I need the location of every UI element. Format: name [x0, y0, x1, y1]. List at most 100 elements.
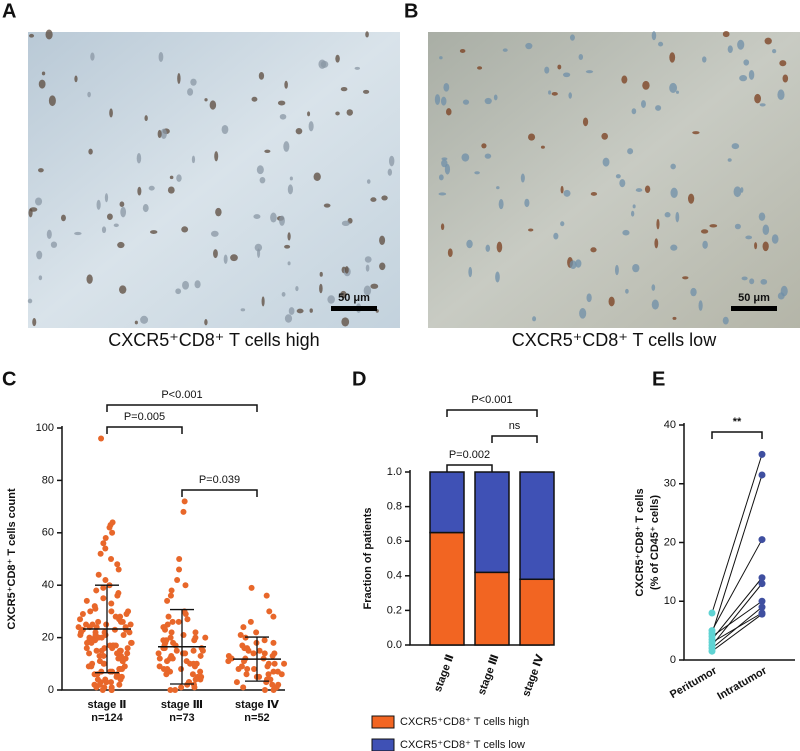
data-point: [233, 679, 240, 686]
bar-segment: [519, 471, 555, 581]
cell: [320, 60, 329, 68]
n-label: n=73: [169, 712, 194, 724]
cell: [568, 92, 572, 99]
cell: [733, 186, 742, 198]
cell: [635, 188, 643, 192]
cell: [579, 308, 587, 319]
cell: [439, 56, 443, 60]
cell: [625, 288, 629, 294]
x-tick-label: Peritumor: [668, 664, 720, 701]
data-point: [175, 618, 182, 625]
data-point: [758, 603, 766, 611]
y-tick-label: 20: [664, 536, 676, 548]
cell: [281, 292, 286, 297]
cell: [169, 175, 174, 180]
data-point: [248, 584, 255, 591]
cell: [557, 64, 562, 70]
cell: [327, 295, 335, 304]
cell: [444, 163, 451, 175]
n-label: n=52: [244, 712, 269, 724]
y-tick-label: 0: [670, 654, 676, 666]
cell: [213, 249, 218, 259]
y-tick-label: 60: [42, 527, 54, 539]
data-point: [181, 498, 188, 505]
cell: [656, 218, 660, 230]
cell: [675, 90, 680, 94]
data-point: [101, 660, 108, 667]
cell: [563, 189, 571, 197]
data-point: [112, 642, 119, 649]
cell: [631, 108, 637, 115]
data-point: [758, 471, 766, 479]
data-point: [199, 647, 206, 654]
cell: [690, 287, 697, 297]
data-point: [119, 658, 126, 665]
cell: [74, 75, 78, 83]
cell: [223, 254, 228, 264]
data-point: [98, 634, 105, 641]
cell: [365, 31, 369, 38]
data-point: [261, 687, 268, 693]
panel-letter: D: [352, 368, 366, 390]
data-point: [127, 621, 134, 628]
data-point: [116, 681, 123, 688]
data-point: [178, 666, 185, 673]
cell: [651, 299, 659, 310]
cell: [675, 211, 680, 223]
data-point: [264, 663, 271, 670]
data-point: [108, 608, 115, 615]
significance-label: ns: [509, 420, 521, 432]
data-point: [191, 684, 198, 691]
cell: [283, 141, 290, 152]
cell: [157, 129, 162, 139]
data-point: [167, 687, 174, 693]
cell: [113, 223, 119, 228]
cell: [644, 185, 651, 194]
cell: [544, 66, 550, 74]
micrograph: [28, 32, 400, 328]
y-tick-label: 1.0: [387, 466, 402, 478]
cell: [525, 42, 533, 50]
cell: [240, 308, 246, 312]
y-axis-label: CXCR5⁺CD8⁺ T cells count: [6, 488, 18, 630]
significance-bracket: [491, 435, 538, 443]
data-point: [164, 597, 171, 604]
cell: [438, 192, 447, 196]
data-point: [281, 660, 288, 667]
data-point: [189, 671, 196, 678]
cell: [29, 207, 38, 212]
legend-label: CXCR5⁺CD8⁺ T cells high: [400, 716, 529, 728]
cell: [602, 157, 610, 167]
data-point: [197, 652, 204, 659]
cell: [284, 244, 291, 249]
data-point: [240, 684, 247, 691]
cell: [28, 33, 35, 38]
data-point: [95, 571, 102, 578]
cell: [630, 210, 635, 217]
cell: [32, 317, 37, 327]
data-point: [93, 647, 100, 654]
data-point: [758, 580, 766, 588]
data-point: [263, 679, 270, 686]
x-tick-label: stage Ⅲ: [161, 699, 203, 711]
data-point: [191, 637, 198, 644]
cell: [632, 204, 636, 209]
caption: CXCR5⁺CD8⁺ T cells low: [512, 330, 717, 350]
data-point: [100, 584, 107, 591]
cell: [210, 230, 219, 237]
cell: [87, 91, 91, 98]
data-point: [265, 671, 272, 678]
cell: [748, 69, 755, 80]
cell: [251, 96, 258, 102]
cell: [365, 264, 370, 272]
data-point: [202, 634, 209, 641]
cell: [370, 197, 377, 202]
pair-line: [711, 539, 763, 631]
data-point: [114, 561, 121, 568]
cell: [119, 285, 127, 294]
cell: [771, 234, 779, 244]
cell: [562, 72, 571, 78]
n-label: n=124: [91, 712, 123, 724]
cell: [309, 308, 313, 313]
